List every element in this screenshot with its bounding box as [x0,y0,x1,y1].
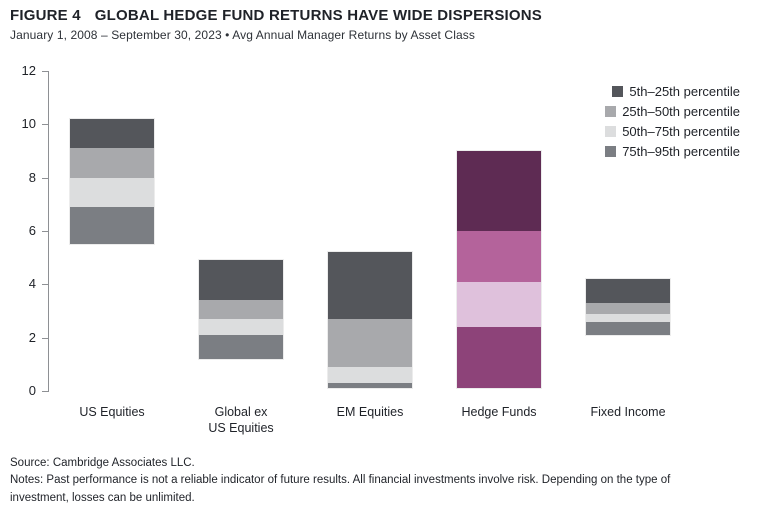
legend-swatch-icon [605,126,617,137]
bar-segment-5th-25th-percentile [70,119,154,149]
source-note: Source: Cambridge Associates LLC. [10,457,195,469]
y-axis-tick-label: 2 [28,329,36,345]
bar-segment-50th-75th-percentile [328,366,412,383]
legend-item: 75th–95th percentile [605,144,740,159]
y-axis-tick-label: 6 [28,223,36,238]
y-axis-tick [42,337,48,339]
y-axis-tick-label: 8 [28,169,36,185]
bar-em-equities [327,251,413,390]
y-axis-tick [42,71,48,72]
y-axis-tick [42,284,48,286]
y-axis-tick [42,231,48,232]
chart-header: FIGURE 4 GLOBAL HEDGE FUND RETURNS HAVE W… [10,7,542,42]
bar-us-equities [69,117,155,246]
bar-segment-50th-75th-percentile [457,281,541,327]
bar-segment-50th-75th-percentile [70,177,154,207]
bar-segment-5th-25th-percentile [328,252,412,319]
x-axis-label-em-equities: EM Equities [336,405,404,419]
legend-label: 75th–95th percentile [622,144,740,159]
bar-segment-25th-50th-percentile [199,300,283,319]
bar-segment-25th-50th-percentile [457,231,541,282]
bar-segment-50th-75th-percentile [586,313,670,322]
x-axis-label-hedge-funds: Hedge Funds [461,405,537,419]
y-axis-tick-label: 4 [28,276,36,292]
legend-label: 25th–50th percentile [622,104,740,119]
bar-segment-25th-50th-percentile [70,148,154,178]
bar-segment-75th-95th-percentile [457,327,541,389]
bar-global-ex-us-equities [198,259,284,360]
legend-item: 50th–75th percentile [605,124,740,139]
bar-segment-5th-25th-percentile [457,151,541,231]
legend-item: 5th–25th percentile [612,84,740,99]
legend-swatch-icon [605,146,617,157]
chart-title: GLOBAL HEDGE FUND RETURNS HAVE WIDE DISP… [94,7,542,24]
chart-legend: 5th–25th percentile 25th–50th percentile 5… [605,84,740,159]
x-axis-label-us-equities: US Equities [79,405,145,419]
y-axis-tick [42,177,48,179]
bar-segment-75th-95th-percentile [328,382,412,389]
bar-segment-5th-25th-percentile [586,279,670,303]
disclaimer-note: Notes: Past performance is not a reliabl… [10,474,671,504]
bar-segment-75th-95th-percentile [586,321,670,335]
bar-fixed-income [585,278,671,336]
y-axis-line [48,71,49,392]
chart-subtitle: January 1, 2008 – September 30, 2023 • A… [10,28,475,42]
y-axis-tick-label: 10 [21,116,36,132]
bar-segment-50th-75th-percentile [199,318,283,335]
figure-number-label: FIGURE 4 [10,7,81,24]
legend-swatch-icon [612,86,624,97]
bar-segment-75th-95th-percentile [70,207,154,245]
y-axis-tick-label: 0 [28,383,36,398]
y-axis-tick [42,391,48,392]
y-axis-tick [42,124,48,126]
bar-segment-5th-25th-percentile [199,260,283,301]
bar-segment-25th-50th-percentile [586,303,670,314]
chart-footer: Source: Cambridge Associates LLC. Notes:… [10,455,710,507]
bar-segment-25th-50th-percentile [328,318,412,367]
legend-label: 50th–75th percentile [622,124,740,139]
bar-segment-75th-95th-percentile [199,334,283,359]
x-axis-label-global-ex-us-equities: Global ex US Equities [208,405,274,436]
legend-swatch-icon [605,106,617,117]
y-axis-tick-label: 12 [21,63,36,78]
legend-item: 25th–50th percentile [605,104,740,119]
x-axis-label-fixed-income: Fixed Income [590,405,666,419]
legend-label: 5th–25th percentile [629,84,740,99]
chart-title-line: FIGURE 4 GLOBAL HEDGE FUND RETURNS HAVE W… [10,7,542,24]
bar-hedge-funds [456,149,542,390]
